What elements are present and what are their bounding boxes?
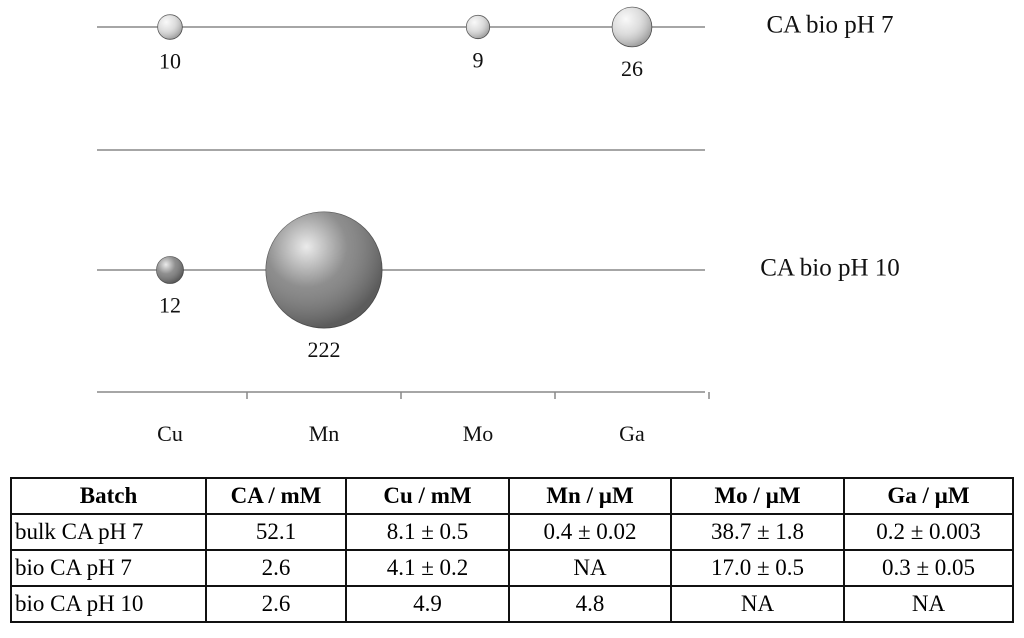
table-cell: NA xyxy=(508,549,672,587)
table-cell: 0.3 ± 0.05 xyxy=(843,549,1014,587)
table-cell: bio CA pH 7 xyxy=(10,549,207,587)
data-label: 222 xyxy=(308,337,341,362)
header-cell: CA / mM xyxy=(205,477,347,515)
bubble-shine xyxy=(157,14,183,40)
table-cell: bulk CA pH 7 xyxy=(10,513,207,551)
bubble-shine xyxy=(156,256,184,284)
table-cell: NA xyxy=(843,585,1014,623)
header-cell: Ga / µM xyxy=(843,477,1014,515)
x-tick-label: Mn xyxy=(309,421,340,446)
data-label: 26 xyxy=(621,56,643,81)
data-label: 9 xyxy=(473,48,484,73)
bubble-shine xyxy=(466,15,490,39)
bubble-shine xyxy=(612,7,652,47)
header-cell: Batch xyxy=(10,477,207,515)
header-cell: Mo / µM xyxy=(670,477,845,515)
table-row: bio CA pH 7 2.6 4.1 ± 0.2 NA 17.0 ± 0.5 0.3 ±… xyxy=(10,549,1014,587)
header-cell: Mn / µM xyxy=(508,477,672,515)
bubble-shine xyxy=(265,211,383,329)
table-cell: 2.6 xyxy=(205,549,347,587)
table-cell: 4.9 xyxy=(345,585,510,623)
table-cell: 38.7 ± 1.8 xyxy=(670,513,845,551)
x-tick-label: Mo xyxy=(463,421,494,446)
table-cell: 0.2 ± 0.003 xyxy=(843,513,1014,551)
table-cell: 4.1 ± 0.2 xyxy=(345,549,510,587)
table-row: bulk CA pH 7 52.1 8.1 ± 0.5 0.4 ± 0.02 38.7 … xyxy=(10,513,1014,551)
x-tick-label: Cu xyxy=(157,421,183,446)
table-cell: bio CA pH 10 xyxy=(10,585,207,623)
table-cell: 8.1 ± 0.5 xyxy=(345,513,510,551)
data-table: Batch CA / mM Cu / mM Mn / µM Mo / µM Ga / µM… xyxy=(10,477,1014,623)
table-cell: 17.0 ± 0.5 xyxy=(670,549,845,587)
x-tick-label: Ga xyxy=(619,421,645,446)
table-row: bio CA pH 10 2.6 4.9 4.8 NA NA xyxy=(10,585,1014,623)
chart: Cu Mn Mo Ga CA bio pH 7 10 9 26 CA bio pH 10 12 22… xyxy=(97,6,900,446)
legend-label: CA bio pH 7 xyxy=(766,12,893,39)
table-cell: 0.4 ± 0.02 xyxy=(508,513,672,551)
data-label: 12 xyxy=(159,293,181,318)
table-cell: 4.8 xyxy=(508,585,672,623)
data-label: 10 xyxy=(159,48,181,73)
header-row: Batch CA / mM Cu / mM Mn / µM Mo / µM Ga / µM xyxy=(10,477,1014,515)
table-cell: 52.1 xyxy=(205,513,347,551)
header-cell: Cu / mM xyxy=(345,477,510,515)
table-cell: NA xyxy=(670,585,845,623)
legend-label: CA bio pH 10 xyxy=(760,255,900,282)
table-cell: 2.6 xyxy=(205,585,347,623)
